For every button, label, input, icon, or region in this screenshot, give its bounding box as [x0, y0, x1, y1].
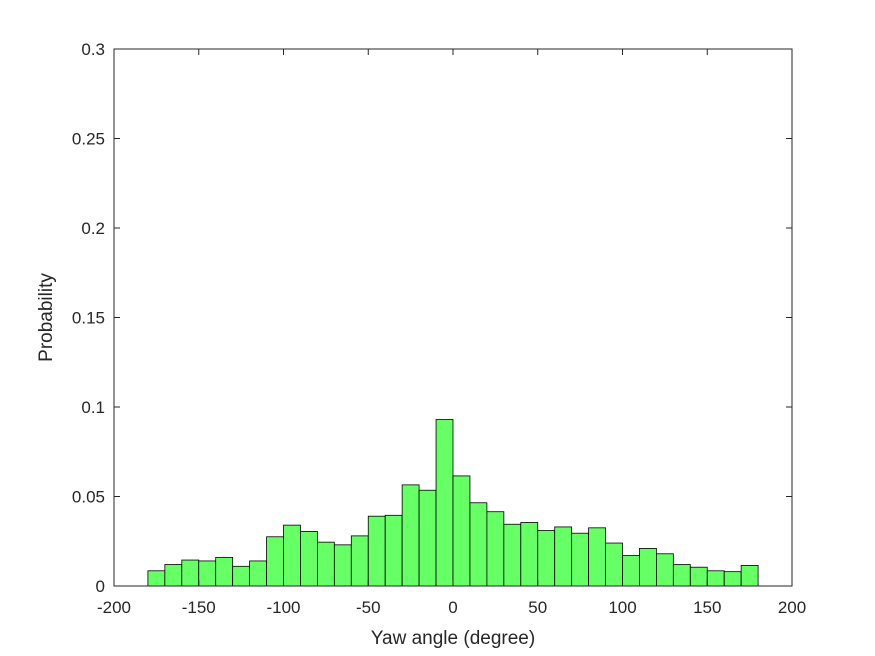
histogram-bar — [639, 548, 657, 587]
y-tick-label: 0.25 — [72, 130, 105, 149]
x-tick-label: 200 — [778, 598, 806, 617]
histogram-bar — [198, 560, 217, 587]
histogram-bar — [215, 556, 234, 587]
histogram-bar — [554, 526, 573, 587]
x-tick-label: -150 — [182, 598, 216, 617]
histogram-bar — [164, 564, 183, 587]
histogram-bar — [740, 565, 759, 587]
histogram-bar — [622, 555, 640, 587]
histogram-bar — [316, 541, 335, 587]
histogram-bar — [452, 475, 471, 587]
histogram-bar — [486, 511, 505, 587]
y-tick-label: 0.3 — [81, 40, 105, 59]
histogram-bar — [350, 535, 369, 587]
histogram-bar — [418, 489, 437, 587]
y-tick-label: 0.1 — [81, 398, 105, 417]
y-axis-label: Probability — [36, 273, 57, 362]
x-tick-label: 50 — [528, 598, 547, 617]
histogram-bar — [706, 570, 725, 587]
histogram-bar — [401, 484, 420, 587]
y-tick-label: 0 — [96, 577, 105, 596]
x-tick-label: -50 — [356, 598, 381, 617]
x-tick-label: -200 — [97, 598, 131, 617]
histogram-bar — [503, 523, 522, 587]
histogram-bar — [367, 515, 386, 587]
histogram-bar — [384, 514, 403, 587]
histogram-bar — [283, 524, 301, 587]
histogram-bar — [537, 530, 556, 587]
histogram-bar — [656, 553, 674, 587]
y-tick-label: 0.05 — [72, 488, 105, 507]
x-axis-ticks: -200 -150 -100 -50 0 50 100 150 200 — [97, 49, 806, 617]
histogram-bar — [588, 527, 606, 587]
x-tick-label: 100 — [608, 598, 636, 617]
x-axis-label: Yaw angle (degree) — [371, 628, 535, 649]
histogram-bar — [435, 419, 454, 587]
histogram-bar — [520, 522, 539, 587]
histogram-bar — [672, 564, 691, 587]
histogram-bar — [266, 536, 284, 587]
histogram-bar — [232, 565, 250, 587]
histogram-bar — [333, 544, 352, 587]
histogram-bar — [571, 532, 590, 587]
histogram-bar — [689, 566, 708, 587]
x-tick-label: 0 — [448, 598, 457, 617]
histogram-bar — [249, 560, 267, 587]
y-axis-ticks: 0 0.05 0.1 0.15 0.2 0.25 0.3 — [72, 40, 792, 596]
y-tick-label: 0.15 — [72, 309, 105, 328]
histogram-bar — [147, 570, 166, 587]
histogram-bar — [723, 571, 742, 587]
histogram-bar — [300, 531, 318, 587]
histogram-bar — [605, 542, 623, 587]
x-tick-label: 150 — [693, 598, 721, 617]
bars-group — [147, 419, 759, 587]
y-tick-label: 0.2 — [81, 219, 105, 238]
histogram-bar — [181, 559, 200, 587]
x-tick-label: -100 — [266, 598, 300, 617]
histogram-bar — [469, 502, 488, 587]
